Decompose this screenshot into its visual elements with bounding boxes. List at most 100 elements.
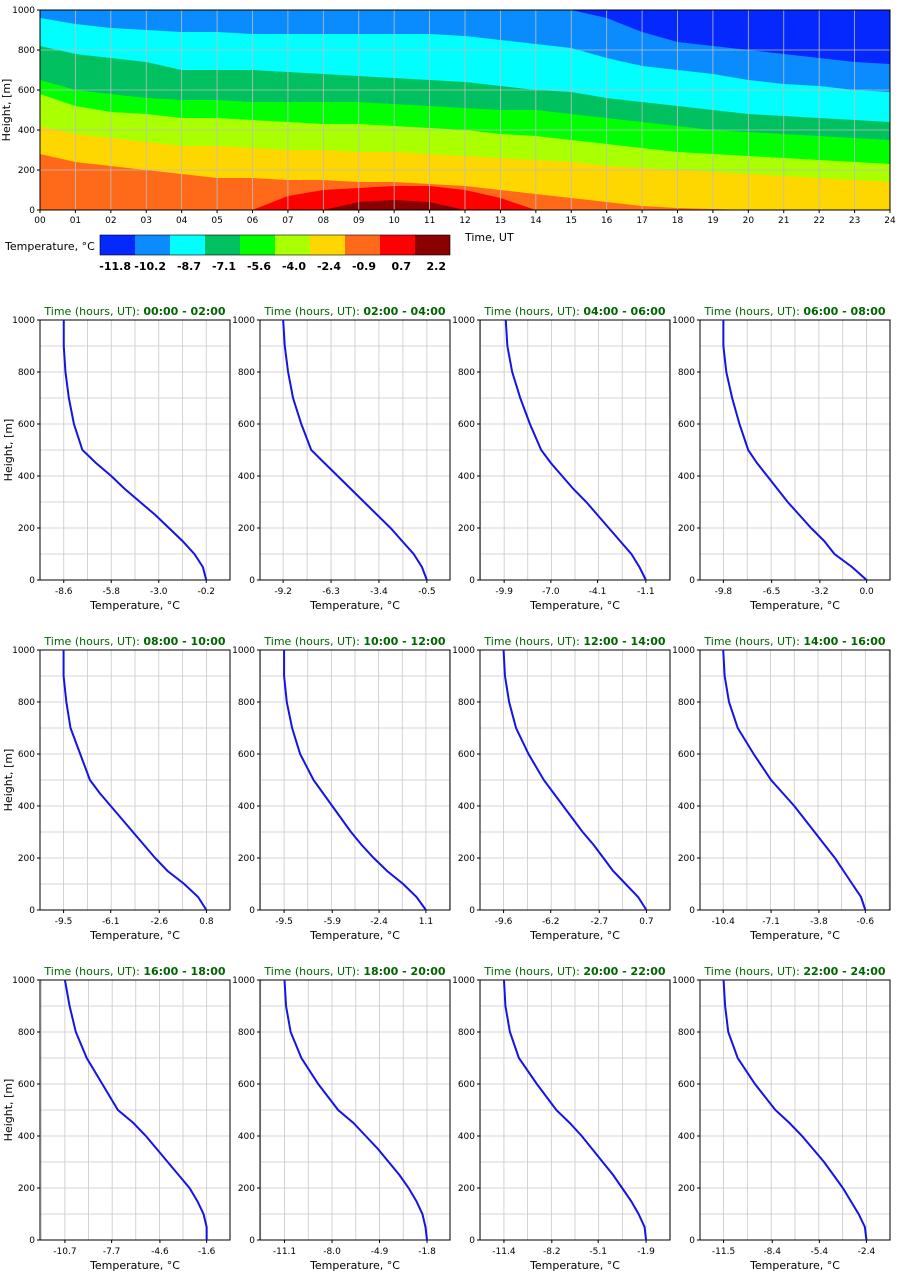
profile-x-tick-label: -2.6 bbox=[150, 917, 168, 927]
profile-y-tick-label: 600 bbox=[18, 750, 35, 760]
heatmap-x-tick-label: 23 bbox=[849, 216, 860, 226]
profile-x-axis-label: Temperature, °C bbox=[89, 599, 180, 612]
profile-x-tick-label: -9.8 bbox=[715, 587, 733, 597]
profile-y-tick-label: 200 bbox=[678, 854, 695, 864]
profile-y-tick-label: 200 bbox=[458, 1184, 475, 1194]
profile-title-prefix: Time (hours, UT): bbox=[483, 305, 583, 318]
colorbar-tick-label: -2.4 bbox=[317, 260, 341, 273]
profile-y-tick-label: 400 bbox=[238, 472, 255, 482]
profile-title-prefix: Time (hours, UT): bbox=[43, 305, 143, 318]
profile-frame bbox=[39, 649, 231, 911]
profile-title-range: 18:00 - 20:00 bbox=[363, 965, 446, 978]
profile-y-tick-label: 400 bbox=[458, 1132, 475, 1142]
profile-y-tick-label: 200 bbox=[458, 524, 475, 534]
profile-x-tick-label: -10.7 bbox=[53, 1247, 76, 1257]
profile-x-tick-label: -1.9 bbox=[637, 1247, 655, 1257]
profile-frame bbox=[39, 979, 231, 1241]
profile-y-tick-label: 400 bbox=[678, 1132, 695, 1142]
heatmap-x-tick-label: 13 bbox=[495, 216, 506, 226]
profile-y-tick-label: 0 bbox=[249, 906, 255, 916]
profile-x-axis-label: Temperature, °C bbox=[749, 599, 840, 612]
profile-title-prefix: Time (hours, UT): bbox=[263, 305, 363, 318]
profile-y-tick-label: 600 bbox=[678, 420, 695, 430]
temperature-profile-line bbox=[63, 979, 208, 1240]
colorbar-swatch bbox=[345, 235, 380, 255]
profile-title-range: 00:00 - 02:00 bbox=[143, 305, 226, 318]
profile-panel: -9.5 -6.1 -2.6 0.8 0 200 400 600 800 1000 Temperat… bbox=[2, 635, 231, 942]
heatmap-x-tick-label: 20 bbox=[743, 216, 755, 226]
profile-y-tick-label: 1000 bbox=[232, 976, 255, 986]
profile-x-tick-label: -3.8 bbox=[810, 917, 828, 927]
profile-y-tick-label: 400 bbox=[458, 472, 475, 482]
heatmap-x-tick-label: 07 bbox=[282, 216, 293, 226]
heatmap-x-tick-label: 19 bbox=[707, 216, 719, 226]
colorbar-tick-label: -8.7 bbox=[177, 260, 201, 273]
profile-x-tick-label: 0.7 bbox=[639, 917, 653, 927]
profile-x-axis-label: Temperature, °C bbox=[529, 599, 620, 612]
profile-y-tick-label: 1000 bbox=[12, 646, 35, 656]
profile-y-tick-label: 1000 bbox=[232, 316, 255, 326]
profile-y-tick-label: 1000 bbox=[232, 646, 255, 656]
profile-y-tick-label: 200 bbox=[458, 854, 475, 864]
heatmap-y-tick-label: 800 bbox=[18, 46, 35, 56]
colorbar-swatch bbox=[170, 235, 205, 255]
profile-y-tick-label: 0 bbox=[469, 576, 475, 586]
profile-x-tick-label: -8.4 bbox=[763, 1247, 781, 1257]
colorbar-tick-label: 0.7 bbox=[392, 260, 412, 273]
temperature-profile-line bbox=[722, 320, 868, 581]
profile-x-tick-label: -9.5 bbox=[55, 917, 73, 927]
profile-y-tick-label: 600 bbox=[458, 420, 475, 430]
profile-x-axis-label: Temperature, °C bbox=[89, 929, 180, 942]
profile-panel: -8.6 -5.8 -3.0 -0.2 0 200 400 600 800 1000 Tempera… bbox=[2, 305, 231, 612]
profile-y-tick-label: 0 bbox=[29, 576, 35, 586]
profile-y-tick-label: 800 bbox=[678, 1028, 695, 1038]
profile-y-tick-label: 200 bbox=[238, 854, 255, 864]
heatmap-x-tick-label: 00 bbox=[34, 216, 46, 226]
heatmap-x-axis-label: Time, UT bbox=[464, 231, 514, 244]
profile-panel: -9.2 -6.3 -3.4 -0.5 0 200 400 600 800 1000 Tempera… bbox=[232, 305, 451, 612]
profile-y-tick-label: 600 bbox=[458, 750, 475, 760]
profile-y-tick-label: 800 bbox=[238, 698, 255, 708]
heatmap-x-tick-label: 22 bbox=[813, 216, 824, 226]
profile-frame bbox=[39, 319, 231, 581]
profile-x-axis-label: Temperature, °C bbox=[89, 1259, 180, 1272]
profile-y-tick-label: 1000 bbox=[452, 646, 475, 656]
profile-y-tick-label: 600 bbox=[678, 1080, 695, 1090]
profile-title: Time (hours, UT): 08:00 - 10:00 bbox=[43, 635, 226, 648]
heatmap-x-tick-label: 01 bbox=[70, 216, 81, 226]
profile-y-tick-label: 200 bbox=[238, 1184, 255, 1194]
colorbar-tick-label: -11.8 bbox=[99, 260, 131, 273]
profile-x-tick-label: -0.6 bbox=[857, 917, 875, 927]
profile-title: Time (hours, UT): 04:00 - 06:00 bbox=[483, 305, 666, 318]
profile-x-axis-label: Temperature, °C bbox=[309, 929, 400, 942]
profile-y-tick-label: 600 bbox=[458, 1080, 475, 1090]
heatmap-x-tick-label: 21 bbox=[778, 216, 789, 226]
profile-x-tick-label: -6.1 bbox=[102, 917, 120, 927]
profile-y-tick-label: 800 bbox=[18, 698, 35, 708]
profile-y-tick-label: 600 bbox=[18, 420, 35, 430]
profile-x-tick-label: -9.6 bbox=[495, 917, 513, 927]
profile-x-tick-label: -7.0 bbox=[542, 587, 560, 597]
temperature-profile-line bbox=[283, 979, 429, 1241]
profile-x-tick-label: -6.5 bbox=[763, 587, 781, 597]
profile-y-tick-label: 0 bbox=[689, 1236, 695, 1246]
profile-frame bbox=[479, 319, 671, 581]
profile-y-tick-label: 0 bbox=[689, 906, 695, 916]
profile-title-range: 08:00 - 10:00 bbox=[143, 635, 226, 648]
profile-x-tick-label: -6.3 bbox=[322, 587, 340, 597]
heatmap-y-tick-label: 200 bbox=[18, 166, 35, 176]
profile-panel: -9.5 -5.9 -2.4 1.1 0 200 400 600 800 1000 Temperat… bbox=[232, 635, 451, 942]
colorbar-tick-label: -5.6 bbox=[247, 260, 271, 273]
profile-y-tick-label: 200 bbox=[18, 854, 35, 864]
colorbar-tick-label: -0.9 bbox=[352, 260, 376, 273]
profile-title-prefix: Time (hours, UT): bbox=[703, 635, 803, 648]
profile-y-tick-label: 0 bbox=[29, 1236, 35, 1246]
profile-frame bbox=[479, 979, 671, 1241]
profile-x-tick-label: -9.2 bbox=[274, 587, 292, 597]
profile-title: Time (hours, UT): 00:00 - 02:00 bbox=[43, 305, 226, 318]
profile-y-tick-label: 1000 bbox=[672, 316, 695, 326]
profile-x-tick-label: -11.1 bbox=[273, 1247, 296, 1257]
profile-y-tick-label: 400 bbox=[238, 1132, 255, 1142]
colorbar-swatch bbox=[135, 235, 170, 255]
